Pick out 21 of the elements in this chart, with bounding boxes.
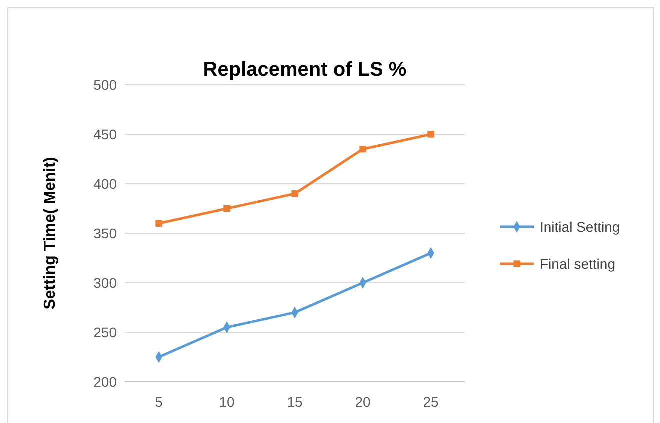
y-axis-title: Setting Time( Menit) xyxy=(42,157,59,310)
y-tick-label: 350 xyxy=(94,226,118,242)
legend-label: Initial Setting xyxy=(540,219,620,235)
y-tick-label: 250 xyxy=(94,324,118,340)
point xyxy=(428,131,434,138)
x-tick-label: 25 xyxy=(423,394,439,410)
x-tick-label: 10 xyxy=(219,394,235,410)
point xyxy=(156,220,162,227)
y-tick-label: 400 xyxy=(94,176,118,192)
x-tick-label: 20 xyxy=(355,394,371,410)
point xyxy=(224,205,230,212)
y-tick-label: 200 xyxy=(94,374,118,390)
y-tick-label: 300 xyxy=(94,275,118,291)
chart-title: Replacement of LS % xyxy=(203,59,407,81)
x-tick-label: 5 xyxy=(155,394,164,410)
legend-label: Final setting xyxy=(540,256,616,272)
x-tick-label: 15 xyxy=(287,394,303,410)
y-tick-label: 450 xyxy=(94,126,118,142)
y-tick-label: 500 xyxy=(94,77,118,93)
point xyxy=(292,190,298,198)
point xyxy=(360,146,366,153)
